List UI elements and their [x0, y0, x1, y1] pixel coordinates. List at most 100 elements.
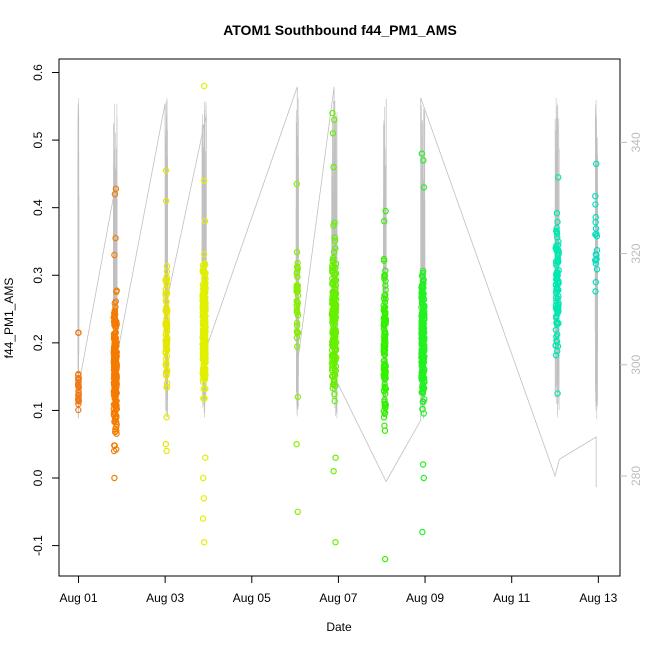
data-point — [111, 353, 119, 361]
data-point — [554, 390, 561, 397]
y2-tick-label: 280 — [629, 466, 643, 486]
data-point — [74, 375, 82, 382]
data-point — [110, 359, 118, 366]
data-point — [554, 269, 561, 276]
data-point — [553, 230, 561, 238]
data-point — [418, 341, 426, 348]
data-point — [555, 174, 562, 181]
data-point — [419, 330, 427, 337]
data-point — [419, 461, 427, 468]
data-point — [419, 297, 426, 304]
data-point — [294, 268, 301, 275]
data-point — [111, 251, 118, 259]
secondary-cluster-0 — [77, 98, 80, 419]
data-point — [418, 332, 425, 339]
data-point — [332, 454, 339, 461]
x-tick-label: Aug 09 — [406, 591, 444, 605]
data-point — [592, 201, 599, 208]
data-point — [420, 276, 427, 283]
cluster-6 — [380, 207, 389, 563]
data-point — [294, 508, 301, 515]
data-point — [163, 384, 171, 391]
data-point — [381, 305, 388, 312]
data-point — [111, 330, 119, 337]
data-point — [553, 272, 561, 280]
data-point — [553, 209, 561, 217]
data-point — [199, 341, 207, 348]
data-point — [113, 413, 120, 420]
data-point — [380, 255, 388, 263]
data-point — [381, 357, 388, 364]
x-tick-label: Aug 05 — [233, 591, 271, 605]
data-point — [381, 217, 388, 225]
x-axis: Aug 01 Aug 03 Aug 05 Aug 07 Aug 09 Aug 11 Aug … — [59, 576, 618, 605]
y-tick-label: 0.4 — [31, 199, 45, 216]
data-point — [162, 441, 169, 448]
data-point — [382, 409, 389, 417]
data-point — [163, 379, 171, 387]
data-point — [380, 374, 388, 381]
data-point — [419, 389, 426, 396]
data-point — [553, 227, 560, 235]
plot-area-frame — [58, 58, 621, 577]
data-point — [381, 427, 389, 434]
data-point — [329, 327, 336, 334]
data-point — [553, 276, 561, 283]
data-point — [332, 338, 339, 346]
data-point — [331, 116, 338, 124]
data-point — [552, 294, 560, 301]
data-point — [381, 342, 388, 349]
data-point — [552, 342, 559, 349]
data-point — [382, 295, 389, 303]
chart-title: ATOM1 Southbound f44_PM1_AMS — [223, 22, 457, 38]
y-axis-label: f44_PM1_AMS — [2, 278, 16, 359]
data-point — [75, 391, 82, 399]
data-point — [200, 385, 208, 393]
data-point — [162, 337, 169, 344]
data-point — [200, 359, 208, 366]
data-point — [113, 390, 120, 397]
data-point — [419, 324, 427, 331]
data-point — [163, 262, 171, 270]
data-point — [420, 410, 427, 417]
data-point — [199, 262, 207, 269]
data-point — [162, 356, 170, 363]
data-point — [200, 539, 208, 546]
cluster-0 — [74, 329, 83, 414]
data-point — [163, 360, 170, 367]
data-point — [420, 398, 427, 405]
data-point — [200, 365, 207, 372]
data-point — [332, 264, 339, 271]
data-point — [163, 276, 170, 284]
data-point — [332, 539, 339, 546]
data-point — [162, 297, 170, 304]
y-tick-label: 0.6 — [31, 64, 45, 81]
data-point — [201, 312, 208, 320]
data-point — [112, 234, 119, 242]
data-point — [593, 232, 601, 240]
data-point — [329, 309, 337, 317]
data-point — [294, 312, 302, 319]
data-point — [420, 184, 428, 191]
y-tick-label: 0.1 — [31, 402, 45, 419]
data-point — [293, 180, 300, 188]
data-point — [200, 321, 207, 328]
data-point — [330, 338, 337, 346]
data-point — [329, 313, 336, 321]
data-point — [381, 292, 388, 299]
data-point — [200, 293, 207, 301]
data-point — [294, 302, 301, 310]
x-axis-label: Date — [326, 620, 352, 634]
data-point — [201, 281, 208, 289]
data-point — [380, 319, 388, 326]
data-point — [382, 267, 389, 274]
data-point — [200, 495, 207, 502]
data-point — [293, 306, 301, 313]
data-point — [163, 347, 171, 354]
data-point — [202, 275, 209, 282]
data-point — [199, 318, 207, 325]
x-tick-label: Aug 11 — [493, 591, 530, 605]
data-point — [293, 334, 301, 341]
y-tick-label: 0.5 — [31, 131, 45, 148]
data-point — [420, 157, 427, 164]
